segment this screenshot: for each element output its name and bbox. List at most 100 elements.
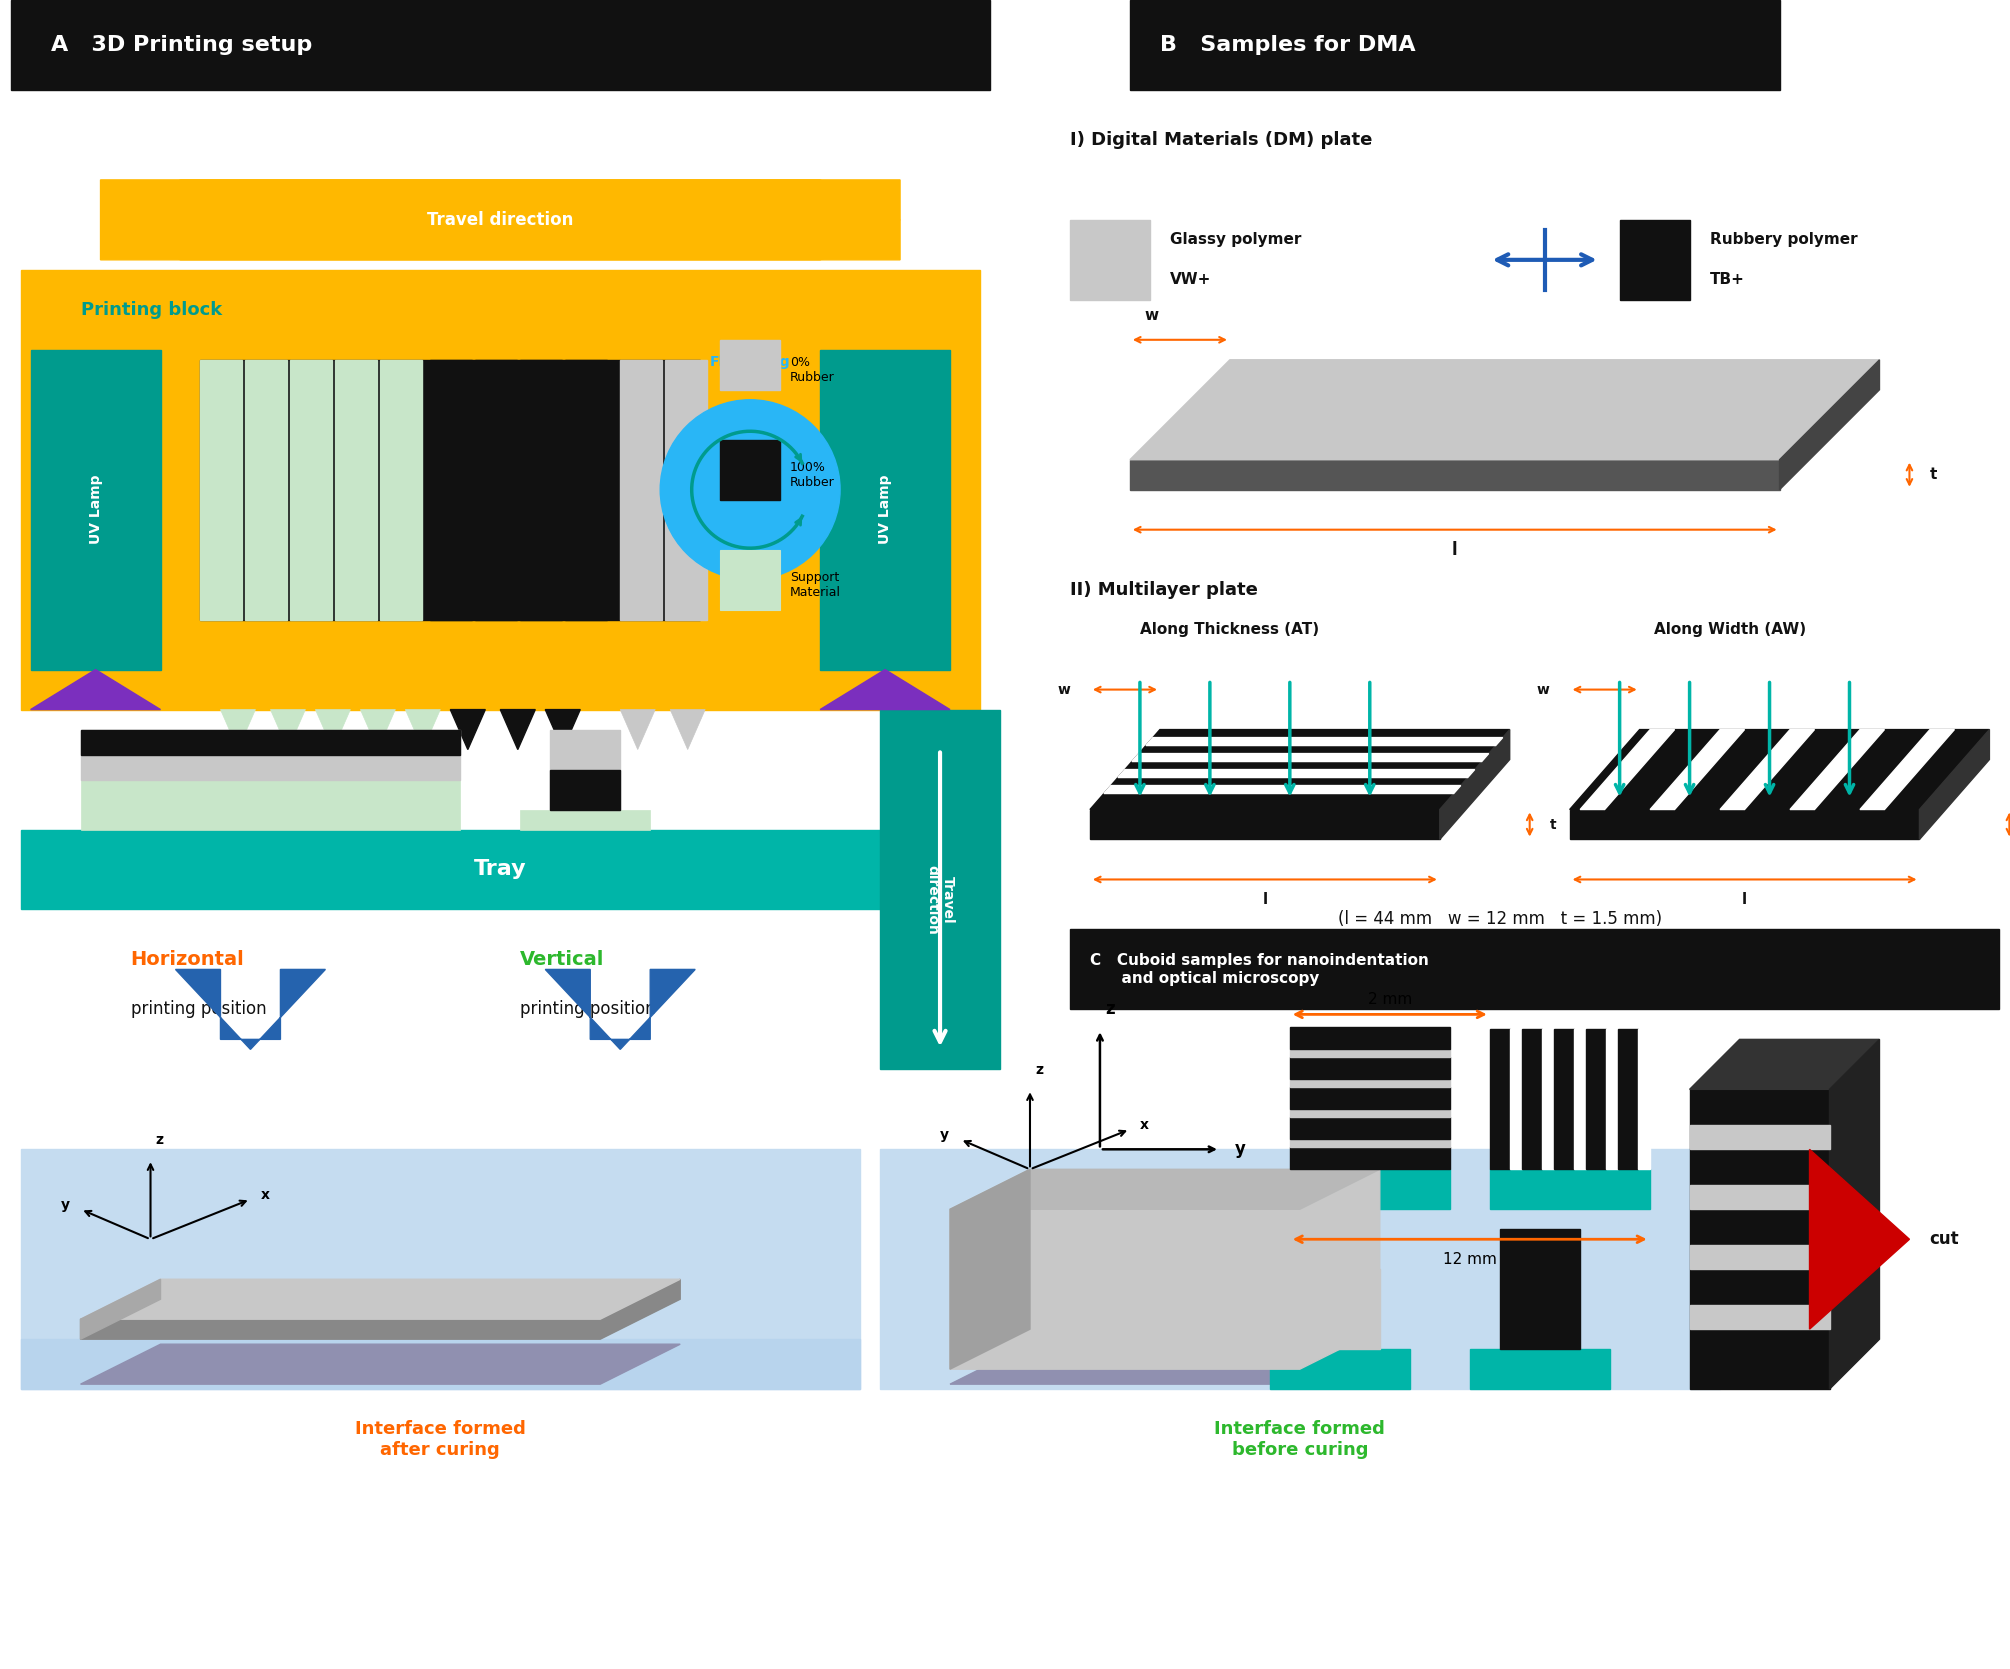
Bar (20, 829, 981, 910)
Bar (201, 361, 243, 619)
Text: A   3D Printing setup: A 3D Printing setup (50, 35, 312, 55)
Polygon shape (1650, 729, 1745, 809)
Bar (1290, 1050, 1449, 1058)
Polygon shape (30, 669, 161, 709)
Bar (521, 361, 563, 619)
Polygon shape (545, 709, 581, 749)
Polygon shape (1791, 729, 1885, 809)
Bar (430, 361, 472, 619)
Polygon shape (80, 1278, 679, 1339)
Polygon shape (1690, 1090, 1829, 1389)
Text: B   Samples for DMA: B Samples for DMA (1160, 35, 1415, 55)
Bar (1620, 220, 1690, 300)
Bar (1586, 1030, 1606, 1170)
Bar (1690, 1305, 1829, 1329)
Text: w: w (1057, 683, 1069, 696)
Bar (289, 361, 332, 619)
Bar (336, 361, 378, 619)
Bar (1290, 1080, 1449, 1087)
Polygon shape (271, 709, 306, 749)
Bar (10, 0, 991, 90)
Polygon shape (1130, 459, 1779, 489)
Bar (1690, 1125, 1829, 1150)
Bar (80, 729, 460, 754)
Text: y: y (1234, 1140, 1246, 1158)
Text: z: z (1035, 1063, 1043, 1078)
Polygon shape (951, 1170, 1379, 1210)
Text: Glassy polymer: Glassy polymer (1170, 232, 1300, 247)
Polygon shape (951, 1170, 1379, 1369)
Text: Vertical: Vertical (521, 950, 605, 970)
Text: Interface formed
before curing: Interface formed before curing (1214, 1420, 1385, 1459)
Bar (1290, 1087, 1449, 1110)
Polygon shape (1103, 786, 1461, 793)
Bar (880, 1150, 1721, 1389)
Polygon shape (1690, 1040, 1879, 1090)
Bar (1290, 1140, 1449, 1147)
Polygon shape (669, 709, 706, 749)
Polygon shape (80, 1278, 679, 1319)
Polygon shape (1089, 729, 1510, 809)
Bar (1690, 1185, 1829, 1210)
Bar (1290, 1147, 1449, 1170)
FancyArrow shape (545, 970, 695, 1050)
Bar (20, 1339, 860, 1389)
Polygon shape (820, 669, 951, 709)
Bar (1489, 1170, 1650, 1210)
Bar (20, 1150, 860, 1389)
Text: t: t (1550, 818, 1556, 831)
Bar (1499, 1230, 1580, 1349)
Text: Along Thickness (AT): Along Thickness (AT) (1140, 623, 1319, 638)
Polygon shape (1809, 1150, 1909, 1329)
Text: (l = 44 mm   w = 12 mm   t = 1.5 mm): (l = 44 mm w = 12 mm t = 1.5 mm) (1337, 911, 1662, 928)
Bar (551, 769, 621, 809)
Bar (1069, 220, 1150, 300)
Polygon shape (1920, 729, 1990, 840)
Text: x: x (1140, 1118, 1150, 1132)
Text: y: y (60, 1198, 70, 1212)
Bar (1554, 1030, 1574, 1170)
Bar (521, 809, 649, 829)
Polygon shape (1859, 729, 1954, 809)
Text: Flattening
roller: Flattening roller (710, 355, 790, 386)
Bar (1618, 1030, 1638, 1170)
Bar (1522, 1030, 1542, 1170)
Polygon shape (221, 709, 255, 749)
Bar (1069, 930, 2000, 1010)
Polygon shape (951, 1170, 1029, 1369)
Text: y: y (941, 1128, 949, 1142)
Text: x: x (261, 1188, 269, 1202)
Bar (1290, 1058, 1449, 1080)
Bar (720, 549, 780, 609)
Polygon shape (1146, 738, 1503, 746)
Bar (1510, 1030, 1522, 1170)
Bar (1606, 1030, 1618, 1170)
Text: z: z (155, 1133, 163, 1147)
Circle shape (659, 401, 840, 579)
Text: UV Lamp: UV Lamp (878, 476, 892, 544)
Text: Printing block: Printing block (80, 300, 221, 319)
Text: printing position: printing position (131, 1000, 265, 1018)
Bar (1290, 1170, 1449, 1210)
Text: Travel
direction: Travel direction (925, 865, 955, 935)
Text: C   Cuboid samples for nanoindentation
      and optical microscopy: C Cuboid samples for nanoindentation and… (1089, 953, 1429, 986)
Text: I) Digital Materials (DM) plate: I) Digital Materials (DM) plate (1069, 130, 1373, 149)
Bar (1130, 0, 1779, 90)
Bar (1690, 1245, 1829, 1268)
Text: t: t (1930, 467, 1938, 482)
Polygon shape (621, 709, 655, 749)
Bar (474, 361, 517, 619)
Bar (820, 350, 951, 669)
Text: VW+: VW+ (1170, 272, 1212, 287)
Text: printing position: printing position (521, 1000, 655, 1018)
Text: l: l (1451, 541, 1457, 559)
Bar (1469, 1349, 1610, 1389)
Text: w: w (1538, 683, 1550, 696)
Polygon shape (1721, 729, 1815, 809)
Text: Interface formed
after curing: Interface formed after curing (356, 1420, 527, 1459)
Text: Along Width (AW): Along Width (AW) (1654, 623, 1805, 638)
Text: 0%
Rubber: 0% Rubber (790, 355, 834, 384)
Polygon shape (1829, 1040, 1879, 1389)
Text: z: z (1106, 1000, 1116, 1018)
Bar (30, 350, 161, 669)
